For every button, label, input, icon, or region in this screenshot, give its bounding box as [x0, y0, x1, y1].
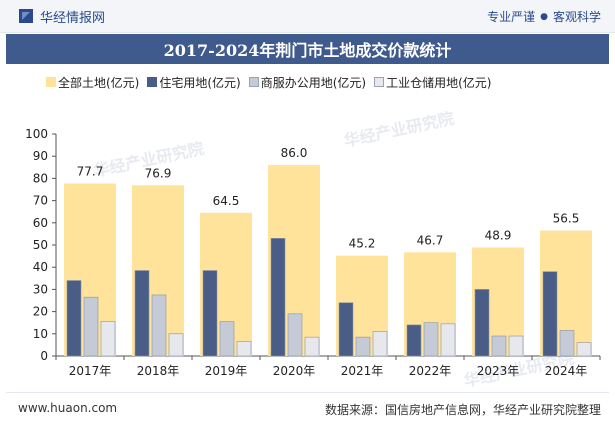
x-tick-label: 2023年	[477, 364, 520, 378]
bar-commercial	[423, 322, 439, 357]
x-tick-label: 2021年	[341, 364, 384, 378]
tagline: 专业严谨 ● 客观科学	[487, 8, 601, 25]
x-tick-label: 2022年	[409, 364, 452, 378]
bar-industrial	[508, 335, 524, 357]
bar-industrial	[576, 342, 592, 357]
bar-commercial	[83, 296, 99, 357]
bar-residential	[202, 270, 218, 357]
top-bar: 华经情报网 专业严谨 ● 客观科学	[0, 0, 615, 33]
legend-item-residential: 住宅用地(亿元)	[147, 74, 241, 91]
footer-divider	[6, 392, 609, 393]
legend-swatch-industrial	[374, 77, 385, 87]
bar-residential	[338, 302, 354, 357]
bar-residential	[66, 280, 82, 357]
x-tick-label: 2018年	[137, 364, 180, 378]
bar-commercial	[151, 294, 167, 357]
bullet-icon: ●	[540, 11, 548, 22]
y-tick-label: 0	[40, 349, 48, 363]
bar-industrial	[168, 333, 184, 357]
logo-icon	[19, 9, 33, 23]
bar-commercial	[491, 335, 507, 357]
bar-residential	[134, 270, 150, 357]
legend-swatch-residential	[147, 77, 158, 87]
data-label-total: 86.0	[281, 146, 308, 160]
y-tick-label: 30	[33, 282, 48, 296]
bar-commercial	[355, 336, 371, 357]
bar-industrial	[100, 321, 116, 357]
y-tick-label: 70	[33, 194, 48, 208]
legend-swatch-commercial	[248, 77, 259, 87]
x-tick-label: 2019年	[205, 364, 248, 378]
bar-commercial	[559, 330, 575, 357]
y-tick-label: 40	[33, 260, 48, 274]
legend-item-commercial: 商服办公用地(亿元)	[248, 74, 367, 91]
bar-residential	[270, 238, 286, 357]
bar-commercial	[219, 321, 235, 357]
bar-commercial	[287, 313, 303, 357]
bar-residential	[542, 271, 558, 357]
y-tick-label: 60	[33, 216, 48, 230]
data-label-total: 64.5	[213, 194, 240, 208]
legend-label-residential: 住宅用地(亿元)	[159, 75, 241, 90]
watermark-text: 华经产业研究院	[342, 109, 456, 151]
y-tick-label: 20	[33, 305, 48, 319]
bar-residential	[406, 324, 422, 357]
brand[interactable]: 华经情报网	[18, 6, 105, 26]
data-label-total: 56.5	[553, 212, 580, 226]
data-label-total: 77.7	[77, 165, 104, 179]
data-label-total: 46.7	[417, 233, 444, 247]
bar-residential	[474, 289, 490, 357]
data-label-total: 45.2	[349, 237, 376, 251]
brand-name: 华经情报网	[40, 10, 106, 26]
y-tick-label: 10	[33, 327, 48, 341]
bar-industrial	[440, 323, 456, 357]
legend-label-industrial: 工业仓储用地(亿元)	[386, 75, 492, 90]
tagline-left: 专业严谨	[487, 10, 536, 24]
footer-website[interactable]: www.huaon.com	[18, 401, 118, 415]
bar-industrial	[372, 331, 388, 357]
legend-item-industrial: 工业仓储用地(亿元)	[374, 74, 492, 91]
legend-label-total: 全部土地(亿元)	[58, 75, 140, 90]
legend-swatch-total	[46, 77, 56, 87]
legend-label-commercial: 商服办公用地(亿元)	[260, 75, 367, 90]
y-tick-label: 80	[33, 171, 48, 185]
bar-industrial	[236, 341, 252, 357]
x-tick-label: 2017年	[69, 364, 112, 378]
tagline-right: 客观科学	[552, 10, 601, 24]
x-tick-label: 2020年	[273, 364, 316, 378]
y-tick-label: 90	[33, 149, 48, 163]
legend: 全部土地(亿元) 住宅用地(亿元) 商服办公用地(亿元) 工业仓储用地(亿元)	[46, 73, 494, 91]
chart-title: 2017-2024年荆门市土地成交价款统计	[6, 34, 609, 64]
legend-item-total: 全部土地(亿元)	[46, 74, 139, 91]
y-tick-label: 50	[33, 238, 48, 252]
bar-industrial	[304, 336, 320, 357]
data-label-total: 76.9	[145, 166, 172, 180]
footer-source: 数据来源：国信房地产信息网，华经产业研究院整理	[324, 403, 601, 417]
data-label-total: 48.9	[485, 228, 512, 242]
x-tick-label: 2024年	[545, 364, 588, 378]
y-tick-label: 100	[25, 127, 48, 141]
